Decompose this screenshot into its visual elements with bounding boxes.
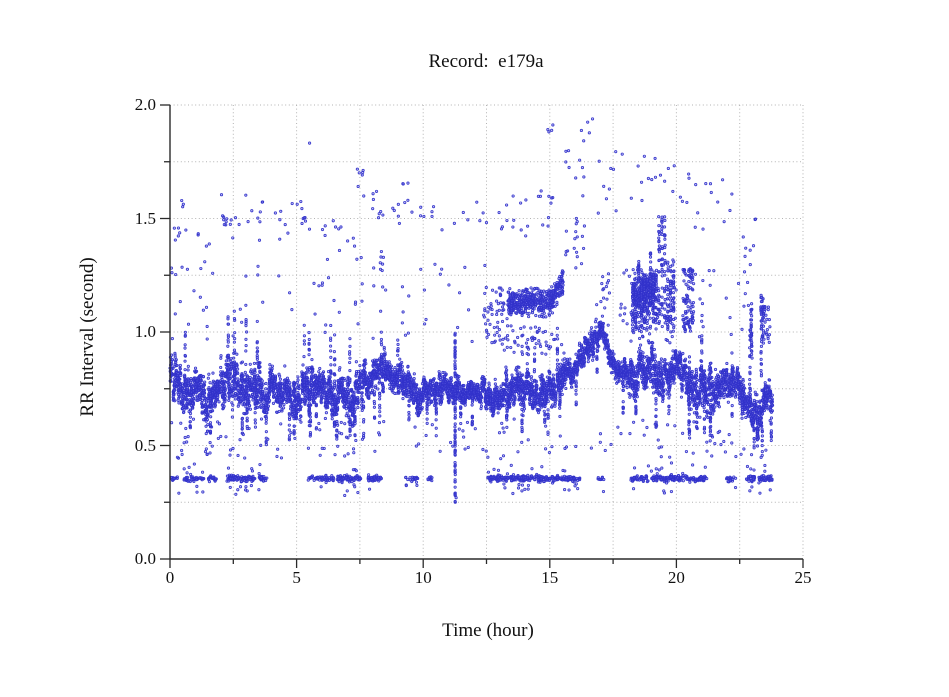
y-tick-label-2.0: 2.0 <box>134 95 156 114</box>
x-tick-label-5: 5 <box>292 568 301 587</box>
x-tick-label-15: 15 <box>541 568 559 587</box>
y-tick-label-0.0: 0.0 <box>134 549 156 568</box>
x-tick-label-25: 25 <box>794 568 812 587</box>
y-tick-label-0.5: 0.5 <box>134 435 156 455</box>
x-tick-label-0: 0 <box>165 568 175 587</box>
x-tick-label-20: 20 <box>667 568 685 587</box>
chart-title: Record: e179a <box>428 51 544 72</box>
y-tick-label-1.0: 1.0 <box>134 322 156 341</box>
x-tick-label-10: 10 <box>414 568 432 587</box>
y-tick-label-1.5: 1.5 <box>134 208 156 228</box>
x-axis-label: Time (hour) <box>442 620 534 641</box>
y-axis-label: RR Interval (second) <box>77 257 98 417</box>
